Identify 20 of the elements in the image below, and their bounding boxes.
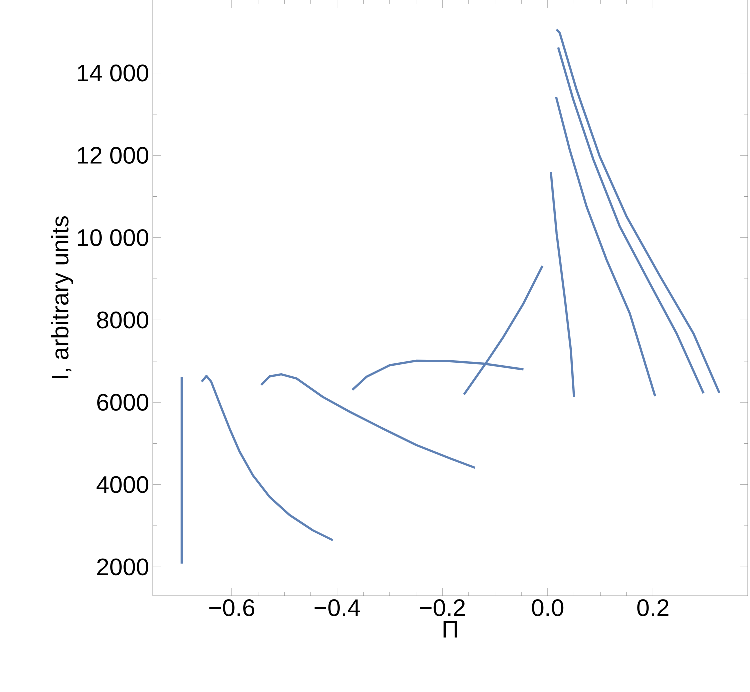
x-tick-label: −0.2 — [420, 600, 465, 616]
line-series — [550, 170, 576, 398]
x-tick-label: −0.4 — [314, 600, 360, 616]
x-axis-title: Π — [444, 621, 458, 638]
y-tick-label: 8000 — [97, 312, 149, 329]
line-series — [555, 96, 656, 398]
y-tick-label: 6000 — [98, 394, 149, 412]
x-tick-label: 0.0 — [532, 600, 564, 616]
line-series — [556, 28, 721, 394]
y-axis-title: I, arbitrary units — [51, 216, 74, 378]
line-series — [260, 373, 476, 470]
y-tick-label: 4000 — [96, 476, 149, 494]
x-tick-label: 0.2 — [638, 600, 669, 616]
y-tick-label: 10 000 — [78, 229, 149, 246]
y-tick-label: 14 000 — [78, 64, 149, 82]
y-tick-label: 12 000 — [78, 147, 149, 164]
x-tick-label: −0.6 — [210, 600, 255, 616]
line-series — [200, 375, 334, 542]
line-series — [557, 46, 705, 395]
y-tick-label: 2000 — [97, 558, 149, 576]
